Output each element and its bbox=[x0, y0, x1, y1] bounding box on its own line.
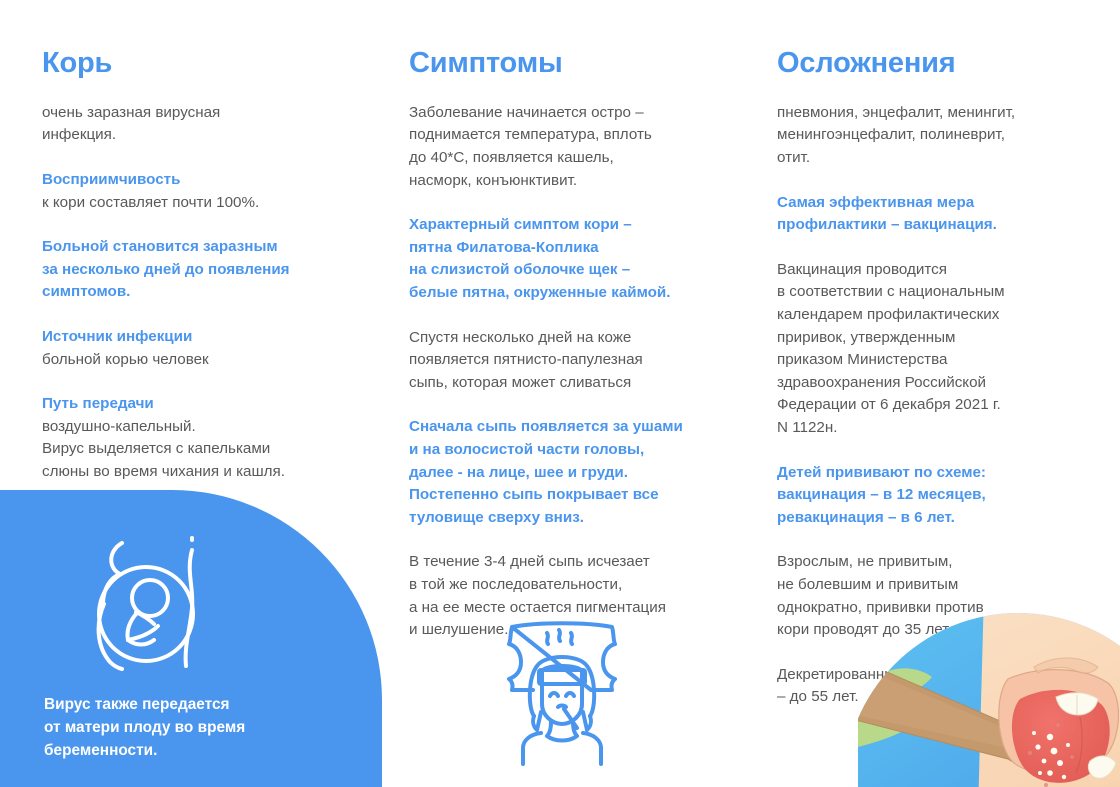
column-complications: Осложнения пневмония, энцефалит, менинги… bbox=[777, 47, 1097, 709]
column-symptoms: Симптомы Заболевание начинается остро – … bbox=[409, 47, 739, 642]
text-block: Путь передачи воздушно-капельный. Вирус … bbox=[42, 393, 360, 483]
paragraph-onset: Заболевание начинается остро – поднимает… bbox=[409, 103, 652, 189]
text-block: Сначала сыпь появляется за ушами и на во… bbox=[409, 416, 739, 529]
text-block: очень заразная вирусная инфекция. bbox=[42, 102, 360, 147]
page-title-symptoms: Симптомы bbox=[409, 47, 563, 79]
heading-contagious-period: Больной становится заразным за несколько… bbox=[42, 238, 290, 301]
heading-infection-source: Источник инфекции bbox=[42, 328, 193, 346]
text-block: В течение 3-4 дней сыпь исчезает в той ж… bbox=[409, 551, 739, 641]
text-block: Больной становится заразным за несколько… bbox=[42, 236, 360, 304]
panel-caption: Вирус также передается от матери плоду в… bbox=[44, 696, 246, 759]
text-block: Источник инфекции больной корью человек bbox=[42, 326, 360, 371]
page-title-measles: Корь bbox=[42, 47, 113, 79]
mother-to-fetus-panel: Вирус также передается от матери плоду в… bbox=[0, 490, 382, 787]
heading-susceptibility: Восприимчивость bbox=[42, 171, 181, 189]
page-title-complications: Осложнения bbox=[777, 47, 956, 79]
text-block: Самая эффективная мера профилактики – ва… bbox=[777, 192, 1097, 237]
sick-person-in-bed-icon bbox=[487, 612, 637, 772]
paragraph-complication-list: пневмония, энцефалит, менингит, менингоэ… bbox=[777, 103, 1016, 167]
text-block: пневмония, энцефалит, менингит, менингоэ… bbox=[777, 102, 1097, 170]
paragraph-rash-resolution: В течение 3-4 дней сыпь исчезает в той ж… bbox=[409, 553, 666, 639]
paragraph-rash-appearance: Спустя несколько дней на коже появляется… bbox=[409, 328, 643, 391]
column-measles: Корь очень заразная вирусная инфекция. В… bbox=[42, 47, 360, 484]
pregnant-woman-fetus-icon bbox=[88, 526, 288, 691]
text-block: Вакцинация проводится в соответствии с н… bbox=[777, 259, 1097, 440]
heading-transmission-route: Путь передачи bbox=[42, 395, 154, 413]
text-block: Взрослым, не привитым, не болевшим и при… bbox=[777, 551, 1097, 641]
heading-koplik-spots: Характерный симптом кори – пятна Филатов… bbox=[409, 216, 671, 302]
text-block: Характерный симптом кори – пятна Филатов… bbox=[409, 214, 739, 304]
mouth-examination-koplik-spots-illustration bbox=[858, 613, 1120, 787]
text-block: Заболевание начинается остро – поднимает… bbox=[409, 102, 739, 192]
text-block: Спустя несколько дней на коже появляется… bbox=[409, 327, 739, 395]
text-block: Детей прививают по схеме: вакцинация – в… bbox=[777, 462, 1097, 530]
paragraph-infection-source: больной корью человек bbox=[42, 350, 209, 368]
paragraph-susceptibility: к кори составляет почти 100%. bbox=[42, 193, 260, 211]
paragraph-vaccination-regulation: Вакцинация проводится в соответствии с н… bbox=[777, 260, 1005, 437]
heading-prevention: Самая эффективная мера профилактики – ва… bbox=[777, 193, 997, 234]
heading-rash-spread: Сначала сыпь появляется за ушами и на во… bbox=[409, 418, 683, 526]
paragraph-transmission-route: воздушно-капельный. Вирус выделяется с к… bbox=[42, 417, 285, 481]
paragraph-intro: очень заразная вирусная инфекция. bbox=[42, 103, 221, 144]
text-block: Восприимчивость к кори составляет почти … bbox=[42, 169, 360, 214]
paragraph-adults-schedule: Взрослым, не привитым, не болевшим и при… bbox=[777, 553, 984, 639]
heading-children-schedule: Детей прививают по схеме: вакцинация – в… bbox=[777, 463, 986, 526]
